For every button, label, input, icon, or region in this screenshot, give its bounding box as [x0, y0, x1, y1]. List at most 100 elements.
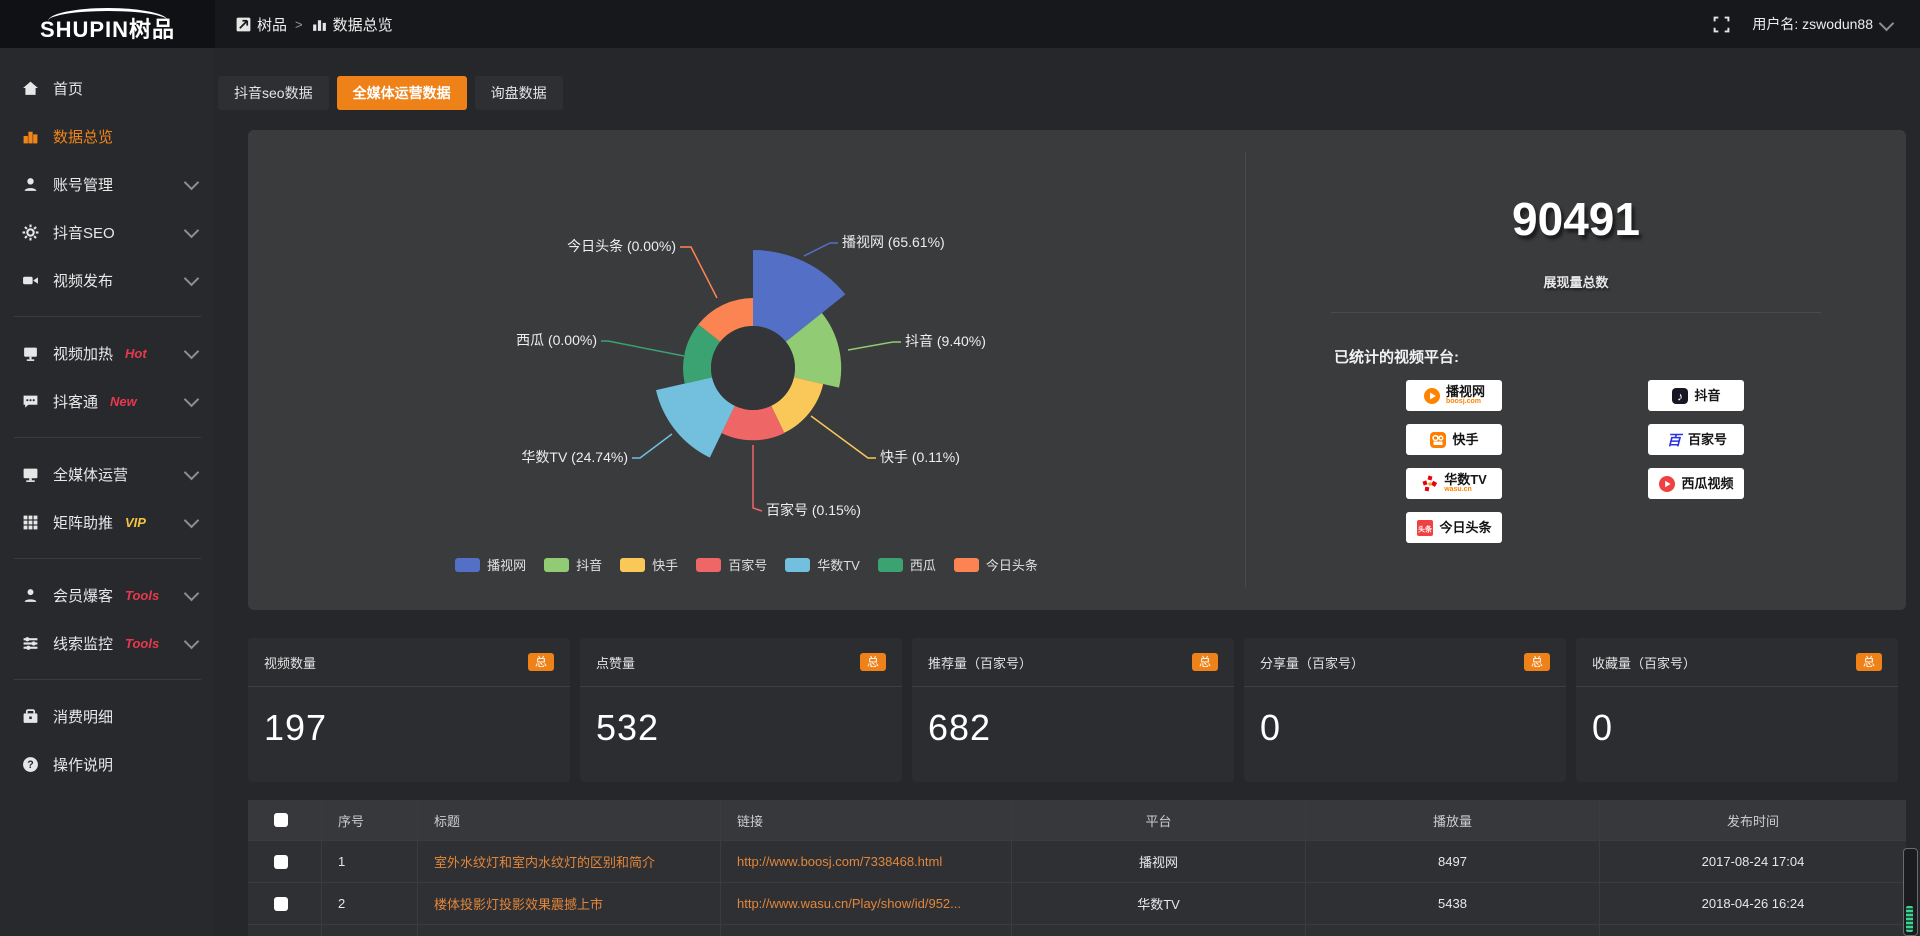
抖音-logo-icon: ♪	[1671, 387, 1689, 405]
legend-swatch	[620, 557, 646, 572]
breadcrumb-current[interactable]: 数据总览	[311, 14, 393, 35]
stat-card-header: 视频数量 总	[248, 638, 570, 687]
stat-card-title: 视频数量	[264, 655, 317, 671]
sidebar-item-首页[interactable]: 首页	[0, 64, 215, 112]
home-icon	[22, 80, 39, 97]
total-badge: 总	[859, 653, 886, 671]
sidebar-item-label: 会员爆客	[53, 587, 114, 605]
topbar: SHUPIN树品 树品 > 数据总览 用户名: zswodun88	[0, 0, 1920, 48]
cell-published: 2017-08-24 17:04	[1701, 854, 1805, 869]
sidebar-item-label: 视频发布	[53, 272, 114, 290]
legend-item-华数TV[interactable]: 华数TV	[785, 555, 860, 574]
sidebar-item-消费明细[interactable]: 消费明细	[0, 692, 215, 740]
legend-label: 华数TV	[817, 558, 860, 573]
pie-slice-今日头条[interactable]	[698, 298, 753, 342]
sidebar-item-视频加热[interactable]: 视频加热 Hot	[0, 329, 215, 377]
cell-index: 1	[322, 841, 418, 882]
legend-item-播视网[interactable]: 播视网	[455, 555, 526, 574]
legend-label: 播视网	[487, 558, 527, 573]
stat-card-点赞量: 点赞量 总 532	[580, 638, 902, 782]
scrollbar-thumb[interactable]	[1906, 906, 1913, 932]
sidebar-item-label: 视频加热	[53, 345, 114, 363]
sliders-icon	[22, 635, 39, 652]
select-all-checkbox[interactable]	[274, 813, 288, 827]
cell-video-link[interactable]: http://www.wasu.cn/Play/show/id/952...	[721, 883, 1012, 924]
legend-item-今日头条[interactable]: 今日头条	[953, 555, 1038, 574]
legend-swatch	[953, 557, 979, 572]
sidebar: 首页 数据总览账号管理抖音SEO 视频发布视频加热 Hot 抖客通 New 全媒体运营 矩阵助…	[0, 48, 215, 936]
cell-published: 2018-04-26 16:24	[1701, 896, 1805, 911]
cell-video-link[interactable]: http://www.boosj.com/7338468.html	[721, 841, 1012, 882]
tab-询盘数据[interactable]: 询盘数据	[474, 76, 563, 110]
chevron-down-icon	[183, 174, 200, 190]
sidebar-item-label: 抖客通	[53, 393, 99, 411]
sidebar-item-label: 线索监控	[53, 635, 114, 653]
pie-label-播视网: 播视网 (65.61%)	[842, 234, 945, 250]
sidebar-item-全媒体运营[interactable]: 全媒体运营	[0, 450, 215, 498]
sidebar-item-label: 账号管理	[53, 176, 114, 194]
legend-item-抖音[interactable]: 抖音	[544, 555, 602, 574]
pie-label-line	[847, 341, 901, 351]
sidebar-item-账号管理[interactable]: 账号管理	[0, 160, 215, 208]
legend-swatch	[544, 557, 570, 572]
user-menu[interactable]: 用户名: zswodun88	[1752, 14, 1895, 34]
sidebar-item-数据总览[interactable]: 数据总览	[0, 112, 215, 160]
sidebar-item-矩阵助推[interactable]: 矩阵助推 VIP	[0, 498, 215, 546]
total-badge: 总	[527, 653, 554, 671]
grid-icon	[22, 514, 39, 531]
stat-card-title: 推荐量（百家号）	[928, 655, 1033, 671]
row-checkbox[interactable]	[274, 896, 288, 911]
breadcrumb-root-label: 树品	[257, 16, 288, 34]
chevron-down-icon	[1878, 15, 1895, 31]
col-header-published: 发布时间	[1726, 813, 1779, 829]
cell-index: 2	[322, 883, 418, 924]
logo-text: SHUPIN树品	[39, 16, 176, 42]
fullscreen-icon[interactable]	[1713, 16, 1730, 33]
table-header-row: 序号 标题 链接 平台 播放量 发布时间	[248, 800, 1906, 840]
cell-video-title[interactable]: 楼体投影灯投影效果震撼上市	[418, 883, 721, 924]
legend-item-快手[interactable]: 快手	[620, 555, 678, 574]
svg-text:?: ?	[27, 759, 33, 771]
col-header-plays: 播放量	[1306, 800, 1600, 840]
total-impressions-caption: 展现量总数	[1543, 275, 1609, 290]
table-row-partial	[248, 924, 1906, 936]
platform-logo-西瓜视频: 西瓜视频	[1648, 468, 1744, 499]
tab-抖音seo数据[interactable]: 抖音seo数据	[218, 76, 329, 110]
total-badge: 总	[1191, 653, 1218, 671]
pie-slice-百家号[interactable]	[721, 405, 785, 441]
chat-icon	[22, 393, 39, 410]
sidebar-item-视频发布[interactable]: 视频发布	[0, 256, 215, 304]
row-checkbox[interactable]	[274, 854, 288, 869]
sidebar-item-抖客通[interactable]: 抖客通 New	[0, 377, 215, 425]
legend-item-百家号[interactable]: 百家号	[696, 555, 767, 574]
breadcrumb-current-label: 数据总览	[332, 16, 393, 34]
sidebar-divider	[14, 679, 201, 680]
stat-card-header: 收藏量（百家号） 总	[1576, 638, 1898, 687]
西瓜视频-logo-icon	[1658, 475, 1676, 493]
tab-全媒体运营数据[interactable]: 全媒体运营数据	[336, 76, 467, 110]
legend-label: 百家号	[728, 558, 768, 573]
legend-item-西瓜[interactable]: 西瓜	[877, 555, 936, 574]
overview-panel: 播视网 (65.61%) 抖音 (9.40%) 快手 (0.11%) 百家号 (0.1…	[248, 130, 1906, 610]
chevron-down-icon	[183, 270, 200, 286]
sidebar-item-badge: VIP	[125, 514, 146, 530]
pie-label-line	[803, 242, 838, 257]
stat-card-title: 点赞量	[596, 655, 636, 671]
stat-cards-row: 视频数量总 197 点赞量总 532 推荐量（百家号）总 682 分享量（百家号）总 0 收藏量…	[248, 638, 1898, 782]
pie-slice-抖音[interactable]	[785, 313, 842, 388]
legend-label: 今日头条	[985, 558, 1038, 573]
platform-share-pie-chart: 播视网 (65.61%) 抖音 (9.40%) 快手 (0.11%) 百家号 (0.1…	[516, 234, 986, 518]
sidebar-item-抖音SEO[interactable]: 抖音SEO	[0, 208, 215, 256]
pie-slice-西瓜[interactable]	[683, 324, 721, 384]
pie-slice-播视网[interactable]	[753, 249, 846, 342]
sidebar-item-操作说明[interactable]: ? 操作说明	[0, 740, 215, 788]
sidebar-item-会员爆客[interactable]: 会员爆客 Tools	[0, 571, 215, 619]
cell-platform: 华数TV	[1012, 883, 1306, 924]
pie-slice-华数TV[interactable]	[656, 377, 735, 458]
pie-slice-快手[interactable]	[771, 377, 824, 433]
breadcrumb-root[interactable]: 树品	[235, 14, 287, 35]
sidebar-item-线索监控[interactable]: 线索监控 Tools	[0, 619, 215, 667]
pie-label-抖音: 抖音 (9.40%)	[905, 333, 986, 349]
cell-video-title[interactable]: 室外水纹灯和室内水纹灯的区别和简介	[418, 841, 721, 882]
chevron-down-icon	[183, 512, 200, 528]
